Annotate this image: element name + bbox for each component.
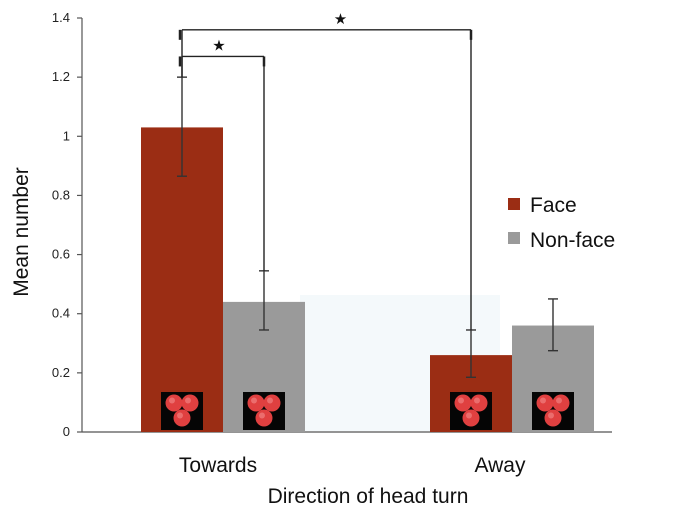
legend-swatch-non-face: [508, 232, 520, 244]
y-axis-title: Mean number: [10, 167, 33, 297]
significance-star: ★: [334, 10, 347, 28]
legend-label-non-face: Non-face: [530, 229, 615, 252]
y-tick-label: 0.2: [52, 365, 70, 380]
three-red-dots-face-icon: [450, 392, 492, 430]
y-tick-label: 1.2: [52, 69, 70, 84]
significance-brackets: ★★: [178, 10, 473, 330]
y-tick-label: 0: [63, 424, 70, 439]
legend-label-face: Face: [530, 194, 577, 217]
bar-towards-face: [141, 127, 223, 433]
significance-star: ★: [212, 36, 225, 54]
y-ticks: 0 0.2 0.4 0.6 0.8 1 1.2 1.4: [52, 10, 82, 439]
category-label-towards: Towards: [179, 454, 257, 477]
three-red-dots-face-icon: [161, 392, 203, 430]
y-tick-label: 1.4: [52, 10, 70, 25]
three-red-dots-face-icon: [243, 392, 285, 430]
x-axis-title: Direction of head turn: [268, 485, 469, 508]
y-tick-label: 1: [63, 128, 70, 143]
category-label-away: Away: [475, 454, 526, 477]
three-red-dots-face-icon: [532, 392, 574, 430]
legend: Face Non-face: [508, 194, 615, 252]
legend-swatch-face: [508, 198, 520, 210]
y-tick-label: 0.4: [52, 306, 70, 321]
bars: [141, 76, 594, 433]
y-tick-label: 0.6: [52, 247, 70, 262]
y-tick-label: 0.8: [52, 187, 70, 202]
